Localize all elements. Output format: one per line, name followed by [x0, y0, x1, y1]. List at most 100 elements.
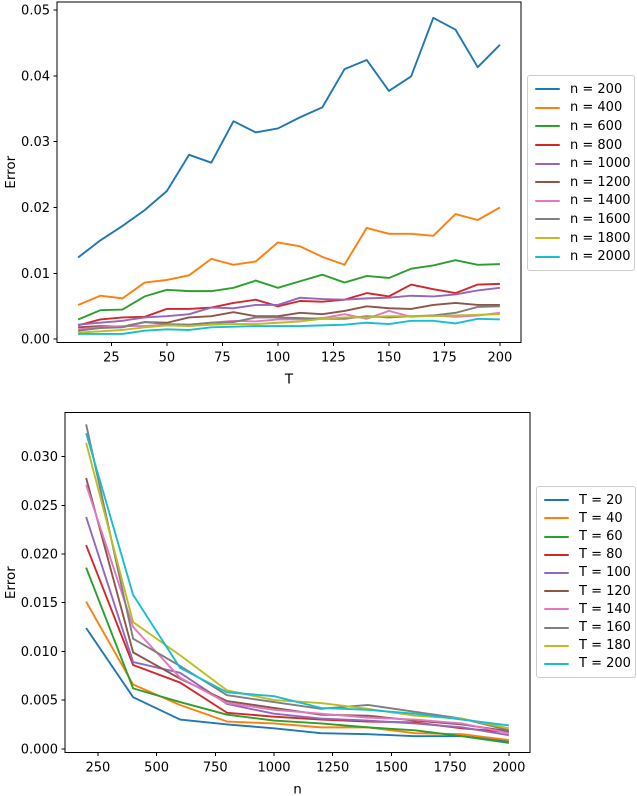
bottom-chart-legend: T = 20 T = 40 T = 60 T = 80 T = 100 T = 120 T …	[536, 486, 636, 678]
x-axis-tick-label: 1000	[257, 761, 290, 776]
x-axis-tick-label: 1250	[316, 761, 349, 776]
legend-label: T = 40	[579, 510, 623, 526]
legend-label: T = 80	[579, 547, 623, 563]
legend-label: n = 2000	[570, 249, 631, 265]
series-line-n200	[77, 16, 501, 259]
legend-label: T = 100	[579, 565, 631, 581]
legend-entry: n = 2000	[535, 247, 631, 266]
legend-label: T = 60	[579, 529, 623, 544]
series-line-n1000	[78, 286, 501, 326]
series-line-T20	[85, 627, 509, 742]
legend-line-swatch	[535, 125, 560, 128]
legend-label: n = 200	[570, 81, 623, 97]
legend-entry: T = 200	[544, 655, 631, 673]
legend-label: n = 400	[570, 100, 623, 116]
y-axis-title: Error	[3, 155, 19, 188]
legend-entry: n = 200	[535, 80, 627, 99]
legend-line-swatch	[544, 499, 569, 502]
series-line-T140	[85, 484, 510, 735]
legend-label: n = 1200	[570, 174, 631, 190]
y-axis-tick-label: 0.005	[21, 694, 58, 709]
series-line-T100	[85, 516, 510, 737]
legend-label: n = 1400	[570, 193, 631, 209]
series-line-T60	[85, 567, 509, 744]
legend-line-swatch	[535, 88, 560, 91]
y-axis-tick-label: 0.02	[21, 201, 50, 216]
y-axis-tick-label: 0.010	[21, 645, 58, 660]
legend-entry: T = 60	[544, 527, 628, 545]
legend-label: T = 140	[579, 601, 631, 617]
y-axis-tick-label: 0.01	[21, 267, 50, 282]
legend-label: T = 20	[579, 492, 623, 508]
series-line-T200	[85, 432, 509, 727]
y-axis-tick-label: 0.00	[21, 333, 50, 348]
legend-entry: n = 1400	[535, 192, 631, 211]
x-axis-tick-label: 250	[85, 761, 110, 776]
series-line-T180	[85, 442, 510, 730]
x-axis-tick-label: 200	[487, 351, 512, 366]
x-axis-tick-label: 25	[103, 351, 120, 366]
x-axis-tick-label: 75	[214, 351, 231, 366]
legend-line-swatch	[535, 255, 560, 258]
x-axis-title: n	[293, 782, 302, 796]
series-line-n800	[77, 282, 500, 327]
legend-line-swatch	[544, 571, 569, 574]
plot-border	[56, 1, 522, 343]
legend-entry: n = 1200	[535, 173, 631, 192]
legend-line-swatch	[535, 199, 560, 202]
legend-label: n = 1600	[570, 211, 631, 227]
legend-entry: n = 1000	[535, 154, 631, 173]
y-axis-tick-label: 0.030	[21, 450, 58, 465]
legend-entry: T = 160	[544, 618, 631, 636]
legend-line-swatch	[544, 644, 569, 647]
legend-label: T = 120	[579, 583, 631, 599]
series-lines	[85, 424, 510, 744]
legend-label: T = 180	[579, 638, 631, 654]
x-axis-tick-label: 125	[321, 351, 346, 366]
y-axis-tick-label: 0.015	[21, 596, 58, 611]
x-axis-tick-label: 175	[432, 351, 457, 366]
legend-label: n = 1800	[570, 230, 631, 246]
legend-line-swatch	[544, 662, 569, 665]
legend-entry: n = 600	[535, 117, 627, 136]
legend-line-swatch	[544, 590, 569, 593]
legend-line-swatch	[544, 517, 569, 520]
x-axis-tick-label: 50	[159, 351, 176, 366]
legend-label: T = 200	[579, 656, 631, 672]
legend-entry: T = 120	[544, 582, 631, 600]
legend-line-swatch	[544, 626, 569, 629]
legend-line-swatch	[544, 608, 569, 611]
legend-line-swatch	[535, 237, 560, 240]
series-lines	[77, 16, 501, 335]
legend-line-swatch	[535, 162, 560, 165]
bottom-error-vs-n-figure: 250 500 750 1000 1250 1500 1750 2000 0.000 0.005 0…	[0, 396, 637, 796]
legend-line-swatch	[544, 553, 569, 556]
x-axis-tick-label: 1750	[434, 761, 467, 776]
legend-entry: n = 1600	[535, 210, 631, 229]
legend-label: n = 800	[570, 137, 623, 153]
legend-entry: T = 20	[544, 491, 628, 509]
legend-entry: T = 100	[544, 564, 631, 582]
legend-label: T = 160	[579, 620, 631, 636]
series-line-n2000	[78, 317, 500, 335]
legend-entry: n = 400	[535, 99, 627, 118]
bottom-chart-plot: 250 500 750 1000 1250 1500 1750 2000 0.000 0.005 0…	[3, 412, 531, 796]
legend-line-swatch	[535, 218, 560, 221]
legend-entry: T = 180	[544, 637, 631, 655]
plot-border	[64, 412, 531, 754]
top-chart-legend: n = 200 n = 400 n = 600 n = 800 n = 1000 n = …	[527, 75, 635, 271]
x-axis-tick-label: 150	[376, 351, 401, 366]
y-axis-tick-label: 0.04	[21, 69, 50, 84]
legend-line-swatch	[535, 106, 560, 109]
legend-label: n = 1000	[570, 156, 631, 172]
legend-line-swatch	[535, 144, 560, 147]
x-axis-title: T	[284, 372, 294, 388]
top-chart-plot: 25 50 75 100 125 150 175 200 0.00 0.01 0.02 0.03 0.0…	[3, 1, 522, 388]
x-axis-tick-label: 500	[144, 761, 169, 776]
series-line-T160	[85, 424, 510, 732]
x-axis-tick-label: 2000	[492, 761, 525, 776]
top-error-vs-T-figure: 25 50 75 100 125 150 175 200 0.00 0.01 0.02 0.03 0.0…	[0, 0, 637, 396]
x-axis-tick-label: 100	[265, 351, 290, 366]
y-axis-tick-label: 0.05	[21, 3, 50, 18]
